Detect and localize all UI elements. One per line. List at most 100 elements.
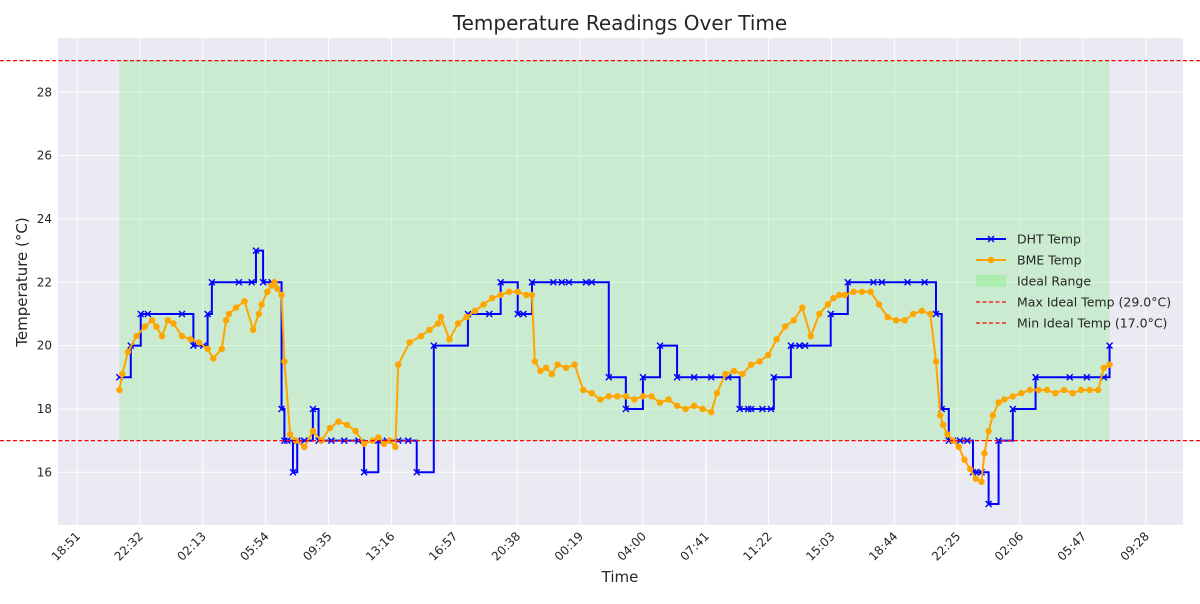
data-point — [648, 393, 655, 400]
data-point — [480, 301, 487, 308]
data-point — [259, 278, 267, 286]
data-point — [514, 288, 521, 295]
data-point — [927, 310, 934, 318]
data-point — [830, 294, 837, 302]
data-point — [904, 278, 912, 286]
data-point — [271, 279, 278, 286]
x-tick-label: 02:06 — [992, 529, 1026, 563]
data-point — [673, 402, 681, 409]
data-point — [631, 396, 638, 403]
data-point — [565, 278, 573, 286]
data-point — [392, 443, 399, 451]
data-point — [249, 326, 257, 333]
data-point — [690, 373, 698, 381]
data-point — [519, 310, 527, 318]
data-point — [1018, 389, 1025, 397]
chart-title: Temperature Readings Over Time — [452, 11, 787, 35]
data-point — [858, 288, 866, 295]
data-point — [119, 370, 126, 378]
y-tick-label: 16 — [37, 465, 52, 479]
data-point — [1069, 389, 1076, 397]
legend-label: DHT Temp — [1017, 232, 1081, 247]
x-tick-label: 09:35 — [300, 529, 334, 563]
data-point — [799, 304, 806, 311]
x-tick-label: 15:03 — [803, 529, 837, 563]
data-point — [208, 278, 216, 286]
data-point — [978, 478, 985, 485]
legend-swatch — [976, 275, 1006, 287]
y-tick-label: 18 — [37, 402, 52, 416]
data-point — [141, 323, 149, 330]
data-point — [437, 313, 445, 321]
bme-temp-series — [116, 279, 1113, 485]
x-tick-label: 18:44 — [866, 529, 900, 563]
data-point — [884, 313, 891, 321]
data-point — [744, 405, 752, 413]
reference-lines — [0, 59, 1200, 442]
data-point — [1106, 361, 1113, 368]
legend-item: Max Ideal Temp (29.0°C) — [976, 295, 1171, 310]
data-point — [682, 405, 689, 413]
data-point — [639, 393, 647, 400]
data-point — [252, 247, 260, 255]
data-point — [488, 294, 496, 302]
data-point — [326, 424, 334, 432]
data-point — [222, 317, 230, 324]
data-point — [352, 427, 359, 435]
data-point — [892, 317, 900, 324]
data-point — [901, 317, 908, 324]
data-point — [673, 373, 681, 381]
data-point — [827, 310, 835, 318]
data-point — [841, 291, 849, 299]
data-point — [758, 405, 766, 413]
data-point — [189, 342, 197, 350]
data-point — [790, 317, 797, 324]
ideal-range-band — [119, 60, 1110, 441]
data-point — [605, 373, 613, 381]
data-point — [932, 358, 940, 365]
data-point — [463, 313, 470, 321]
data-point — [554, 361, 561, 368]
data-point — [961, 456, 968, 463]
data-point — [966, 465, 974, 473]
x-tick-label: 18:51 — [49, 529, 83, 563]
x-tick-label: 20:38 — [489, 529, 523, 563]
legend-item: Ideal Range — [976, 274, 1091, 289]
data-point — [910, 310, 917, 318]
series-layer — [115, 247, 1114, 508]
x-tick-label: 13:16 — [363, 529, 397, 563]
data-point — [605, 393, 612, 400]
data-point — [1035, 386, 1042, 394]
data-point — [255, 310, 263, 318]
legend-label: Max Ideal Temp (29.0°C) — [1017, 295, 1171, 310]
data-point — [995, 399, 1002, 406]
data-point — [713, 389, 721, 397]
data-point — [582, 278, 590, 286]
data-point — [404, 437, 412, 445]
data-point — [949, 437, 957, 444]
data-point — [571, 361, 578, 368]
data-point — [989, 412, 997, 419]
legend-item: DHT Temp — [976, 232, 1081, 247]
data-point — [164, 317, 171, 324]
data-point — [562, 364, 570, 371]
data-point — [235, 278, 243, 286]
data-point — [548, 370, 556, 378]
x-tick-label: 05:47 — [1055, 529, 1089, 563]
y-tick-label: 26 — [37, 149, 52, 163]
data-point — [985, 500, 993, 508]
data-point — [204, 345, 211, 352]
y-tick-label: 28 — [37, 85, 52, 99]
data-point — [497, 278, 505, 286]
data-point — [773, 336, 780, 343]
legend-marker — [987, 235, 995, 243]
data-point — [281, 358, 288, 365]
data-point — [241, 298, 248, 305]
data-point — [1077, 386, 1085, 394]
data-point — [386, 437, 393, 444]
data-point — [278, 405, 286, 413]
data-point — [178, 332, 186, 340]
x-tick-label: 11:22 — [740, 529, 774, 563]
data-point — [844, 278, 852, 286]
